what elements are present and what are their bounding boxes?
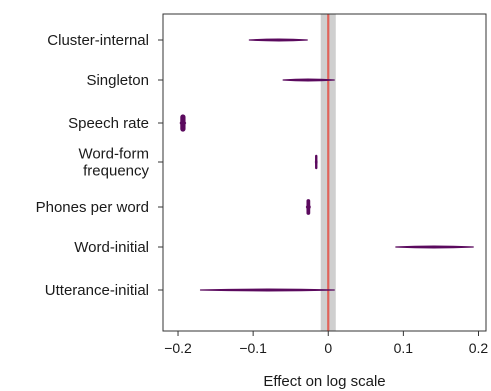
- category-label: Speech rate: [68, 115, 149, 132]
- category-label: Word-initial: [74, 239, 149, 256]
- interval-mark: [199, 288, 335, 292]
- category-label: Utterance-initial: [45, 282, 149, 299]
- plot-frame: [162, 13, 487, 332]
- x-axis-title: Effect on log scale: [263, 373, 385, 390]
- category-label: Word-form frequency: [78, 146, 149, 180]
- x-tick-label: −0.1: [239, 340, 267, 356]
- interval-mark: [248, 38, 308, 42]
- x-tick-label: −0.2: [164, 340, 192, 356]
- category-labels: Cluster-internal Singleton Speech rate Word…: [36, 32, 163, 299]
- category-label: Phones per word: [36, 199, 149, 216]
- interval-mark: [395, 245, 474, 249]
- x-axis: −0.2 −0.1 0 0.1 0.2: [164, 331, 488, 356]
- x-tick-label: 0.2: [469, 340, 489, 356]
- category-label: Cluster-internal: [47, 32, 149, 49]
- plot-area: [179, 14, 474, 331]
- x-tick-label: 0.1: [394, 340, 414, 356]
- interval-mark: [282, 78, 335, 82]
- x-tick-label: 0: [324, 340, 332, 356]
- category-label: Singleton: [86, 72, 149, 89]
